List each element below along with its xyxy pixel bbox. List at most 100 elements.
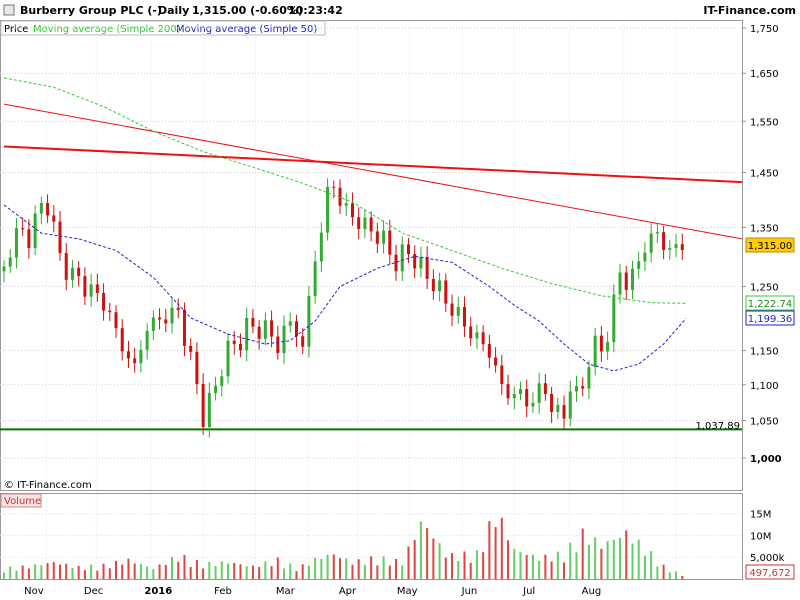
candle-body [469,326,473,339]
x-axis: Nov Dec 2016 Feb Mar Apr May Jun Jul Aug [24,586,601,597]
candle-body [189,345,193,352]
candle-body [46,203,50,216]
volume-bar [239,564,242,579]
volume-bar [133,563,136,579]
volume-bar [214,566,217,579]
volume-bar [233,562,236,579]
candle-body [450,303,454,316]
volume-bar [339,558,342,579]
volume-bar [357,559,360,579]
candle-body [593,335,597,368]
candle-body [182,309,186,346]
volume-bar [171,556,174,579]
volume-bar [9,566,12,579]
volume-bar [15,570,18,579]
candle-body [506,384,510,399]
y-tick-label: 1,050 [750,417,779,428]
volume-bar [295,571,298,579]
candle-body [21,228,25,230]
candle-body [52,215,56,222]
candle-body [294,321,298,337]
volume-bar [363,564,366,579]
candle-body [512,394,516,399]
volume-bar [656,566,659,579]
candle-body [680,244,684,251]
header-square-icon[interactable] [3,4,15,16]
legend-ma50-label: Moving average (Simple 50) [176,24,317,35]
candles [2,178,684,438]
candle-body [630,268,634,290]
y-axis: 1,750 1,650 1,550 1,450 1,350 1,250 1,150 1,100… [742,24,785,564]
candle-body [2,266,6,272]
candle-body [95,284,99,294]
candle-body [207,392,211,427]
y-tick-label: 1,350 [750,223,779,234]
header-interval: Daily [158,4,189,17]
candle-body [382,230,386,244]
candle-body [326,186,330,233]
volume-bar [494,527,497,579]
y-tick-label: 1,150 [750,347,779,358]
volume-bar [195,559,198,579]
candle-body [543,383,547,395]
volume-bar [276,557,279,579]
volume-bar [326,554,329,579]
volume-bar [264,561,267,579]
candle-body [462,306,466,327]
volume-bar [59,564,62,579]
x-tick-label: Aug [582,586,602,597]
candle-body [662,232,666,250]
volume-bar [202,568,205,579]
last-volume-badge [745,564,795,580]
x-tick-label: Dec [84,586,103,597]
candle-body [550,394,554,413]
last-volume-badge-text: 497,672 [749,568,790,579]
candle-body [618,272,622,295]
candle-body [612,294,616,343]
candle-body [369,217,373,232]
candle-body [214,385,218,393]
candle-body [257,326,261,339]
candle-body [556,405,560,413]
candle-body [139,349,143,364]
candle-body [114,312,118,329]
volume-bar [108,568,111,579]
volume-bar [482,552,485,579]
volume-bar [345,558,348,579]
candle-body [89,284,93,297]
volume-bar [432,538,435,579]
candle-body [245,317,249,351]
volume-bar [258,566,261,579]
x-tick-label: Mar [276,586,296,597]
volume-bar [606,541,609,579]
x-tick-label: May [397,586,418,597]
volume-bar [283,568,286,579]
candle-body [64,253,68,280]
volume-bar [569,542,572,579]
volume-bar [52,562,55,579]
candle-body [649,233,653,253]
volume-bar [563,562,566,579]
trendlines [0,103,743,431]
volume-bar [587,544,590,579]
grid [0,21,742,579]
x-tick-label: Jul [522,586,535,597]
volume-bar [77,565,80,579]
ma200-line [3,77,687,304]
volume-bar [96,570,99,579]
candle-body [574,386,578,392]
volume-bar [401,565,404,579]
volume-bar [370,556,373,579]
volume-bar [121,564,124,579]
candle-body [126,351,130,359]
candle-body [338,187,342,206]
candle-body [263,320,267,339]
volume-bar [519,552,522,579]
candle-body [301,336,305,347]
volume-bar [189,567,192,579]
volume-bar [419,521,422,579]
volume-bar [451,553,454,579]
volume-bar [177,561,180,579]
volume-bar [625,530,628,579]
candle-body [332,186,336,188]
